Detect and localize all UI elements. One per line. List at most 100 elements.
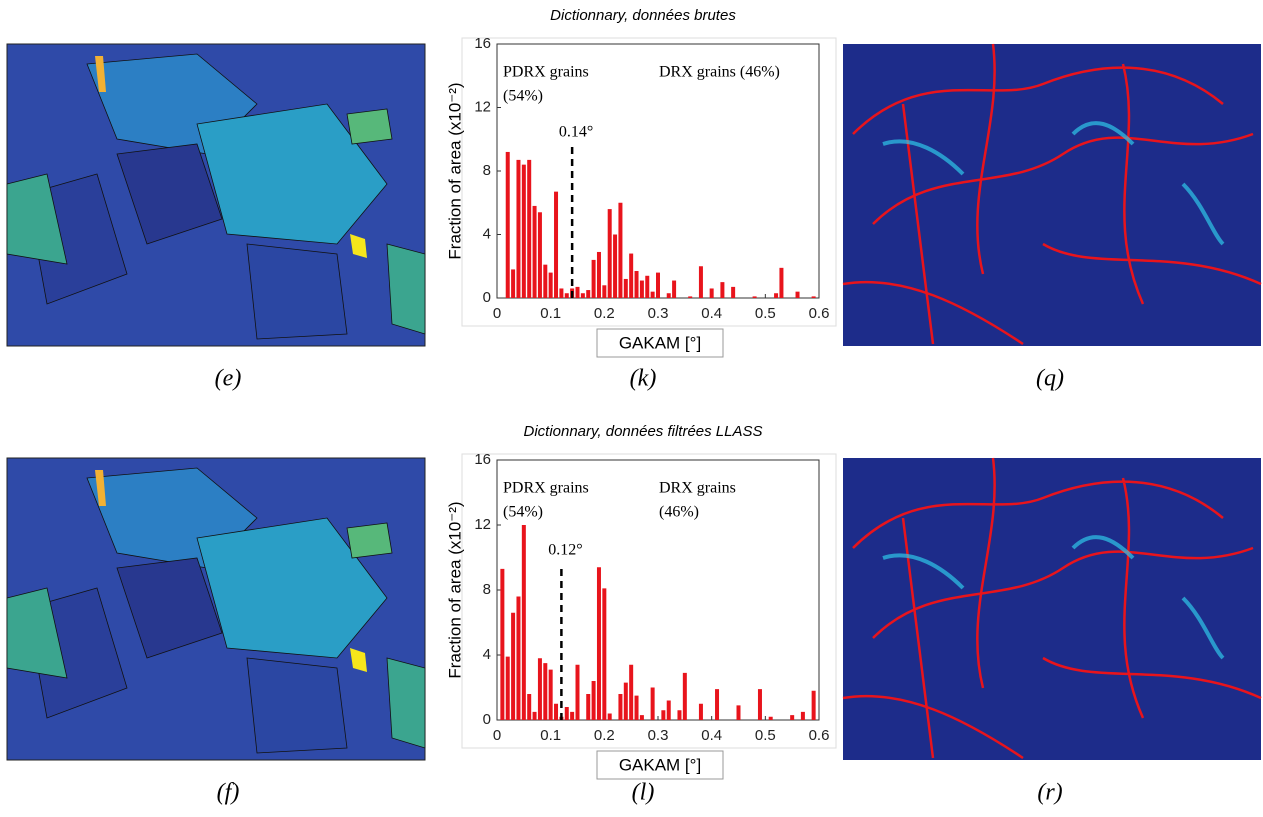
bar: [521, 525, 526, 720]
bar: [779, 267, 784, 298]
bar: [505, 151, 510, 298]
gakam-map: [841, 42, 1263, 348]
x-tick-label: 0.2: [594, 727, 615, 744]
bar: [811, 296, 816, 298]
bar: [527, 159, 532, 298]
y-tick-label: 12: [474, 516, 491, 533]
bar: [559, 288, 564, 298]
bar: [500, 568, 505, 720]
bar: [591, 259, 596, 298]
bar: [537, 212, 542, 298]
bar: [757, 689, 762, 720]
panel-label: (l): [632, 780, 655, 806]
x-axis-label: GAKAM [°]: [619, 333, 701, 352]
bar: [607, 209, 612, 298]
annotation: DRX grains (46%): [659, 64, 780, 81]
chart-title: Dictionnary, données brutes: [550, 7, 736, 24]
y-tick-label: 12: [474, 98, 491, 115]
panel-label: (f): [217, 780, 240, 806]
x-tick-label: 0.5: [755, 727, 776, 744]
x-label-box: [596, 750, 724, 780]
bar: [532, 711, 537, 720]
bar: [618, 694, 623, 720]
bar: [634, 271, 639, 298]
bar: [790, 715, 795, 720]
annotation: PDRX grains: [503, 64, 589, 81]
bar: [715, 689, 720, 720]
bar: [629, 253, 634, 298]
bar: [698, 703, 703, 720]
gakam-map: [841, 456, 1263, 762]
panel-label: (k): [630, 366, 657, 392]
x-label-box: [596, 328, 724, 358]
y-tick-label: 16: [474, 451, 491, 468]
bar: [774, 293, 779, 298]
bar: [586, 694, 591, 720]
bar: [639, 715, 644, 720]
bar: [688, 296, 693, 298]
annotation: (54%): [503, 504, 543, 521]
bar: [596, 251, 601, 298]
bar: [645, 275, 650, 298]
bar: [543, 663, 548, 720]
x-tick-label: 0.6: [809, 727, 830, 744]
bar: [554, 191, 559, 298]
bar: [602, 285, 607, 298]
bar: [709, 288, 714, 298]
bar: [623, 278, 628, 298]
panel-label: (q): [1036, 366, 1064, 392]
bar: [575, 286, 580, 298]
y-axis-label: Fraction of area (x10⁻²): [445, 501, 464, 678]
bar: [516, 596, 521, 720]
bar: [564, 707, 569, 720]
annotation: (54%): [503, 88, 543, 105]
bar: [656, 272, 660, 298]
bar: [682, 672, 687, 720]
x-tick-label: 0: [493, 727, 501, 744]
grain-map: [6, 457, 426, 761]
bar: [634, 695, 639, 720]
bar: [666, 700, 671, 720]
y-tick-label: 8: [483, 581, 491, 598]
grain-map: [6, 43, 426, 347]
bar: [602, 588, 607, 720]
y-tick-label: 8: [483, 162, 491, 179]
annotation: PDRX grains: [503, 480, 589, 497]
bar: [580, 293, 585, 298]
bar: [537, 658, 542, 720]
y-tick-label: 0: [483, 711, 491, 728]
x-tick-label: 0.3: [648, 305, 669, 322]
bar: [768, 716, 773, 720]
threshold-label: 0.14°: [559, 123, 593, 140]
bar: [672, 280, 677, 298]
bar: [511, 269, 516, 298]
bar: [521, 164, 526, 298]
y-axis-label: Fraction of area (x10⁻²): [445, 82, 464, 259]
bar: [532, 205, 537, 298]
x-axis-label: GAKAM [°]: [619, 755, 701, 774]
bar: [661, 710, 666, 720]
bar: [800, 711, 805, 720]
bar: [596, 567, 601, 720]
bar: [629, 664, 634, 720]
bar: [698, 266, 703, 298]
threshold-label: 0.12°: [548, 542, 582, 559]
bar: [548, 272, 553, 298]
x-tick-label: 0.4: [701, 727, 722, 744]
bar: [543, 264, 548, 298]
y-tick-label: 4: [483, 225, 491, 242]
bar: [548, 669, 553, 720]
x-tick-label: 0.6: [809, 305, 830, 322]
x-tick-label: 0.4: [701, 305, 722, 322]
x-tick-label: 0: [493, 305, 501, 322]
bar: [811, 690, 816, 720]
bar: [564, 293, 569, 298]
x-tick-label: 0.5: [755, 305, 776, 322]
bar: [623, 682, 628, 720]
bar: [591, 681, 596, 720]
bar: [575, 664, 580, 720]
annotation: DRX grains: [659, 480, 736, 497]
bar: [586, 290, 591, 298]
bar: [527, 694, 532, 720]
